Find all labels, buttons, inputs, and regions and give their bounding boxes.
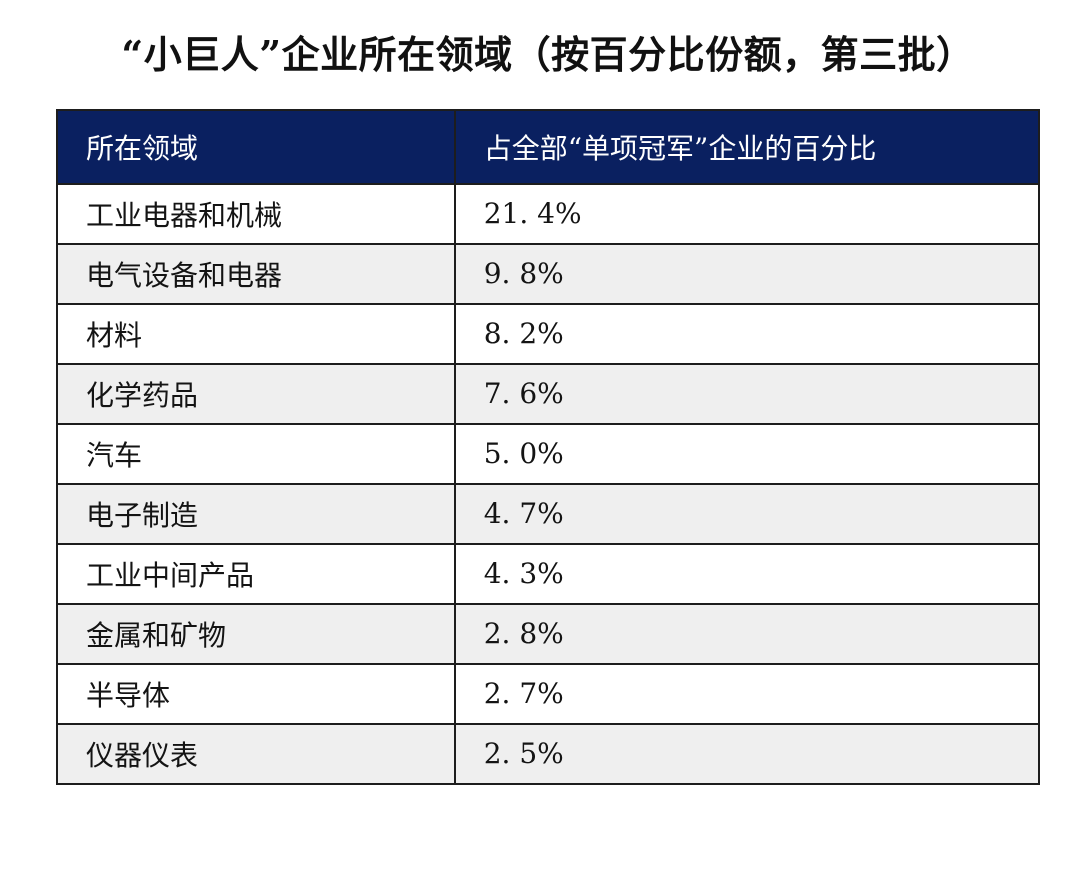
share-cell: 2. 8% — [453, 602, 1041, 665]
field-cell: 金属和矿物 — [56, 602, 456, 665]
table-row: 电气设备和电器 9. 8% — [56, 242, 1041, 305]
share-cell: 5. 0% — [453, 422, 1041, 485]
figure-container: “小巨人”企业所在领域（按百分比份额，第三批） 所在领域 占全部“单项冠军”企业… — [56, 32, 1041, 785]
table-row: 半导体 2. 7% — [56, 662, 1041, 725]
share-table: 所在领域 占全部“单项冠军”企业的百分比 工业电器和机械 21. 4% 电气设备… — [56, 108, 1041, 785]
share-cell: 4. 7% — [453, 482, 1041, 545]
field-cell: 电气设备和电器 — [56, 242, 456, 305]
header-cell-field: 所在领域 — [56, 108, 456, 185]
table-row: 工业中间产品 4. 3% — [56, 542, 1041, 605]
field-cell: 材料 — [56, 302, 456, 365]
table-row: 工业电器和机械 21. 4% — [56, 182, 1041, 245]
share-cell: 4. 3% — [453, 542, 1041, 605]
header-row: 所在领域 占全部“单项冠军”企业的百分比 — [56, 108, 1041, 185]
share-cell: 8. 2% — [453, 302, 1041, 365]
share-cell: 21. 4% — [453, 182, 1041, 245]
table-row: 汽车 5. 0% — [56, 422, 1041, 485]
field-cell: 工业电器和机械 — [56, 182, 456, 245]
field-cell: 半导体 — [56, 662, 456, 725]
table-row: 材料 8. 2% — [56, 302, 1041, 365]
table-row: 仪器仪表 2. 5% — [56, 722, 1041, 785]
field-cell: 电子制造 — [56, 482, 456, 545]
share-cell: 9. 8% — [453, 242, 1041, 305]
table-row: 化学药品 7. 6% — [56, 362, 1041, 425]
field-cell: 工业中间产品 — [56, 542, 456, 605]
share-cell: 2. 5% — [453, 722, 1041, 785]
table-row: 电子制造 4. 7% — [56, 482, 1041, 545]
field-cell: 化学药品 — [56, 362, 456, 425]
header-cell-share: 占全部“单项冠军”企业的百分比 — [453, 108, 1041, 185]
field-cell: 汽车 — [56, 422, 456, 485]
table-row: 金属和矿物 2. 8% — [56, 602, 1041, 665]
share-cell: 2. 7% — [453, 662, 1041, 725]
field-cell: 仪器仪表 — [56, 722, 456, 785]
share-cell: 7. 6% — [453, 362, 1041, 425]
page-title: “小巨人”企业所在领域（按百分比份额，第三批） — [121, 32, 975, 77]
